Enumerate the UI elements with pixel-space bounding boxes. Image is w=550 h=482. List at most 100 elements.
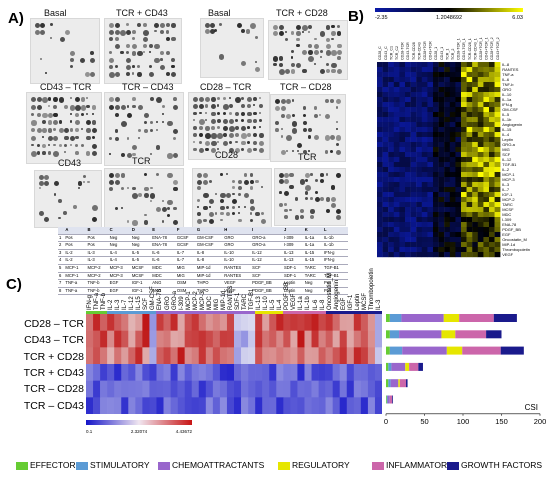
heatmap-cell (416, 237, 422, 243)
heatmap-cell (489, 67, 495, 73)
blot-spot (241, 60, 247, 66)
blot-spot (313, 113, 318, 118)
heatmap-cell (461, 202, 467, 208)
heatmap-cell (438, 172, 445, 178)
blot-spot (126, 105, 130, 108)
heatmap-cell (421, 147, 428, 153)
heatmap-cell (405, 162, 411, 168)
heatmap-cell (399, 172, 406, 178)
blot-spot (148, 72, 155, 78)
blot-spot (229, 97, 232, 100)
blot-spot (335, 106, 339, 110)
heatmap-cell (433, 92, 439, 98)
heatmap-cell (421, 122, 428, 128)
blot-spot (60, 37, 66, 43)
blot-spot (237, 212, 241, 215)
blot-spot (247, 126, 250, 129)
heatmap-cell (438, 142, 445, 148)
heatmap-cell (276, 330, 284, 348)
heatmap-cell (449, 142, 456, 148)
column-label: CD43_1 (440, 47, 444, 60)
heatmap-cell (421, 142, 428, 148)
bar-segment (388, 362, 392, 371)
heatmap-cell (410, 217, 417, 223)
blot-spot (217, 118, 221, 123)
table-cell: IFN-g (323, 249, 348, 258)
heatmap-cell (433, 142, 439, 148)
blot-spot (132, 193, 139, 200)
heatmap-cell (433, 247, 439, 253)
blot-spot (58, 128, 64, 134)
blot-spot (259, 133, 264, 138)
blot-spot (313, 37, 317, 41)
row-label: IFN-g (502, 102, 512, 107)
blot-spot (87, 181, 90, 184)
heatmap-cell (399, 127, 406, 133)
heatmap-cell (399, 152, 406, 158)
blot-spot (330, 99, 334, 103)
heatmap-cell (377, 67, 383, 73)
heatmap-cell (393, 172, 400, 178)
table-cell: IL-6 (151, 256, 176, 265)
blot-spot (255, 212, 260, 217)
heatmap-cell (163, 347, 171, 365)
heatmap-cell (444, 107, 450, 113)
heatmap-cell (477, 157, 484, 163)
heatmap-cell (489, 192, 495, 198)
row-label: PDGF_BB (502, 227, 521, 232)
panel-c-letter: C) (6, 276, 22, 293)
heatmap-cell (449, 127, 456, 133)
heatmap-cell (142, 380, 150, 398)
heatmap-cell (483, 127, 490, 133)
heatmap-cell (494, 247, 501, 253)
heatmap-cell (433, 197, 439, 203)
bar-segment (389, 395, 393, 404)
blot-spot (284, 68, 290, 74)
heatmap-cell (393, 152, 400, 158)
heatmap-cell (377, 192, 383, 198)
heatmap-cell (135, 364, 143, 381)
heatmap-cell (461, 242, 467, 248)
heatmap-cell (483, 227, 490, 233)
blot-spot (160, 65, 166, 71)
heatmap-cell (461, 177, 467, 183)
heatmap-cell (461, 62, 467, 68)
blot-spot (53, 181, 59, 187)
blot-spot (39, 187, 42, 190)
heatmap-cell (382, 147, 389, 153)
category-strip (107, 311, 115, 314)
heatmap-cell (444, 112, 450, 118)
heatmap-cell (318, 364, 326, 381)
category-strip (128, 311, 136, 314)
heatmap-cell (466, 62, 473, 68)
heatmap-cell (346, 314, 355, 331)
heatmap-cell (399, 187, 406, 193)
heatmap-cell (489, 227, 495, 233)
heatmap-cell (455, 92, 462, 98)
heatmap-cell (466, 72, 473, 78)
heatmap-cell (416, 132, 422, 138)
column-header: IL-3 (115, 299, 122, 310)
blot-spot (205, 111, 208, 114)
table-cell: A (64, 227, 87, 235)
heatmap-cell (269, 364, 277, 381)
row-label: VEGF (502, 252, 513, 257)
table-cell: MCP-3 (108, 272, 131, 281)
heatmap-cell (290, 380, 298, 398)
bar-segment (443, 314, 460, 322)
heatmap-cell (393, 87, 400, 93)
blot-spot (325, 62, 329, 66)
heatmap-cell (489, 147, 495, 153)
heatmap-cell (377, 162, 383, 168)
heatmap-cell (433, 217, 439, 223)
heatmap-cell (114, 347, 122, 365)
heatmap-cell (410, 252, 417, 258)
bar-segment (399, 379, 407, 388)
row-label: MDC (502, 212, 511, 217)
column-label: CD28+TCR (423, 41, 427, 60)
table-cell: Leptin (282, 279, 304, 288)
blot-spot (35, 30, 40, 35)
heatmap-cell (494, 182, 501, 188)
blot-spot (284, 209, 288, 213)
blot-spot (304, 191, 309, 195)
